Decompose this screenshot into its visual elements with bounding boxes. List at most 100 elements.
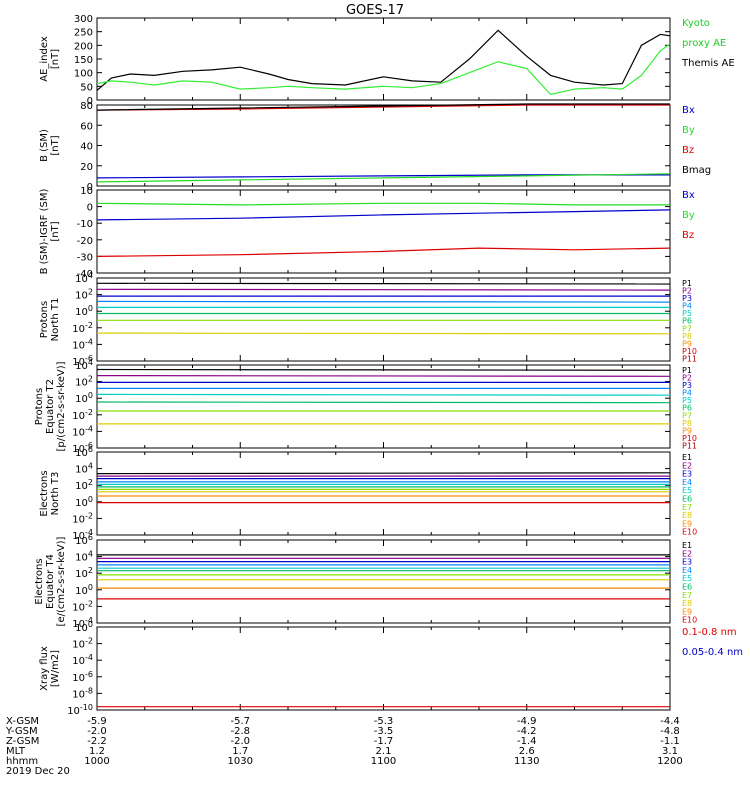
legend-entry: proxy AE	[682, 38, 726, 49]
y-tick-label: -10	[77, 219, 93, 230]
y-tick-label: 10-8	[72, 686, 93, 700]
y-tick-label: 102	[75, 478, 93, 492]
y-tick-label: 100	[75, 495, 93, 509]
legend-entry: E4	[682, 566, 692, 575]
y-tick-label: 10-2	[72, 511, 93, 525]
series-line	[96, 401, 671, 404]
series-line	[96, 393, 671, 396]
x-row-value: -5.9	[87, 716, 107, 727]
y-tick-label: 10-2	[72, 599, 93, 613]
y-axis-label: Protons	[34, 388, 45, 425]
y-axis-label: Electrons	[34, 558, 45, 604]
legend-entry: P3	[682, 381, 692, 390]
x-row-label: Z-GSM	[6, 736, 39, 747]
y-axis-label: [W/m2]	[50, 650, 61, 687]
x-row-label: MLT	[6, 746, 26, 757]
x-row-value: 1.2	[89, 746, 105, 757]
series-line	[96, 368, 671, 371]
series-line	[96, 104, 670, 111]
legend-entry: P10	[682, 347, 697, 356]
y-axis-label: Protons	[39, 301, 50, 338]
y-tick-label: -30	[77, 252, 93, 263]
panel-2: 80 60 40 20 0 B (SM) [nT] Bx By Bz Bmag	[39, 101, 711, 193]
legend-entry: P7	[682, 411, 692, 420]
y-tick-label: 104	[75, 550, 93, 564]
panel-frame	[96, 104, 671, 187]
legend-entry: E1	[682, 541, 692, 550]
y-axis-label: Xray flux	[39, 646, 50, 691]
legend-entry: E8	[682, 511, 692, 520]
panel-5: 104 102 100 10-2 10-4 10-6 Protons Equator T2 [p…	[34, 358, 697, 455]
y-tick-label: 10-2	[72, 637, 93, 651]
y-tick-label: 0	[87, 203, 93, 214]
panel-frame	[96, 189, 671, 274]
y-tick-label: -40	[77, 269, 93, 280]
y-tick-label: 104	[75, 462, 93, 476]
y-axis-label: AE_index	[39, 36, 50, 82]
x-row-value: -2.8	[230, 726, 250, 737]
x-row-value: -2.0	[230, 736, 250, 747]
legend-entry: P2	[682, 374, 692, 383]
series-line	[96, 300, 671, 303]
legend-entry: Bmag	[682, 165, 711, 176]
x-row-value: -1.1	[660, 736, 680, 747]
legend-entry: E3	[682, 558, 692, 567]
legend-entry: Bz	[682, 145, 694, 156]
y-tick-label: 10-4	[72, 337, 93, 351]
legend-entry: P7	[682, 324, 692, 333]
y-tick-label: 104	[75, 358, 93, 372]
legend-entry: E7	[682, 503, 692, 512]
y-axis-label: B (SM)	[39, 129, 50, 162]
legend-entry: E2	[682, 461, 692, 470]
legend-entry: E10	[682, 528, 697, 537]
y-axis-label: [p/(cm2-s-sr-keV)]	[56, 361, 67, 451]
y-tick-label: 102	[75, 566, 93, 580]
x-row-label: Y-GSM	[5, 726, 38, 737]
y-tick-label: 10-4	[72, 653, 93, 667]
y-axis-label: [nT]	[50, 49, 61, 69]
legend-entry: 0.05-0.4 nm	[682, 647, 743, 658]
y-tick-label: 10-4	[72, 528, 93, 542]
series-line	[96, 103, 670, 111]
x-row-value: 1200	[657, 756, 682, 767]
panel-frame	[96, 451, 671, 536]
y-tick-label: 106	[75, 533, 93, 547]
x-row-value: 1100	[371, 756, 396, 767]
y-tick-label: 10	[80, 186, 93, 197]
y-tick-label: 0	[87, 96, 93, 107]
y-tick-label: 0	[87, 182, 93, 193]
y-tick-label: 250	[74, 28, 93, 39]
legend-entry: P4	[682, 302, 692, 311]
x-row-value: -4.2	[517, 726, 537, 737]
series-line	[96, 282, 671, 285]
panel-4: 104 102 100 10-2 10-4 10-6 Protons North T1 P1P2…	[39, 271, 697, 368]
legend-entry: By	[682, 210, 695, 221]
panel-frame	[96, 364, 671, 449]
y-tick-label: 100	[75, 583, 93, 597]
x-row-value: 1.7	[232, 746, 248, 757]
legend-entry: E1	[682, 453, 692, 462]
legend-entry: P2	[682, 287, 692, 296]
legend-entry: E9	[682, 607, 692, 616]
x-row-value: -2.2	[87, 736, 107, 747]
series-line	[96, 472, 671, 475]
legend-entry: E6	[682, 583, 692, 592]
legend-entry: P8	[682, 332, 692, 341]
x-row-value: 1030	[228, 756, 253, 767]
legend-entry: Kyoto	[682, 18, 710, 29]
plot-title: GOES-17	[346, 3, 404, 18]
y-tick-label: 10-6	[72, 670, 93, 684]
series-line	[96, 202, 670, 206]
panel-frame	[96, 17, 671, 101]
y-tick-label: 100	[75, 304, 93, 318]
x-row-value: -1.7	[374, 736, 394, 747]
x-row-value: 1130	[514, 756, 539, 767]
panel-1: 300 250 200 150 100 50 0 AE_index [nT] Kyoto proxy…	[39, 14, 735, 107]
legend-entry: Bx	[682, 190, 695, 201]
panel-frame	[96, 539, 671, 624]
y-tick-label: 10-10	[67, 703, 93, 717]
series-line	[96, 29, 671, 91]
y-axis-label: [nT]	[50, 135, 61, 155]
y-tick-label: 100	[75, 620, 93, 634]
